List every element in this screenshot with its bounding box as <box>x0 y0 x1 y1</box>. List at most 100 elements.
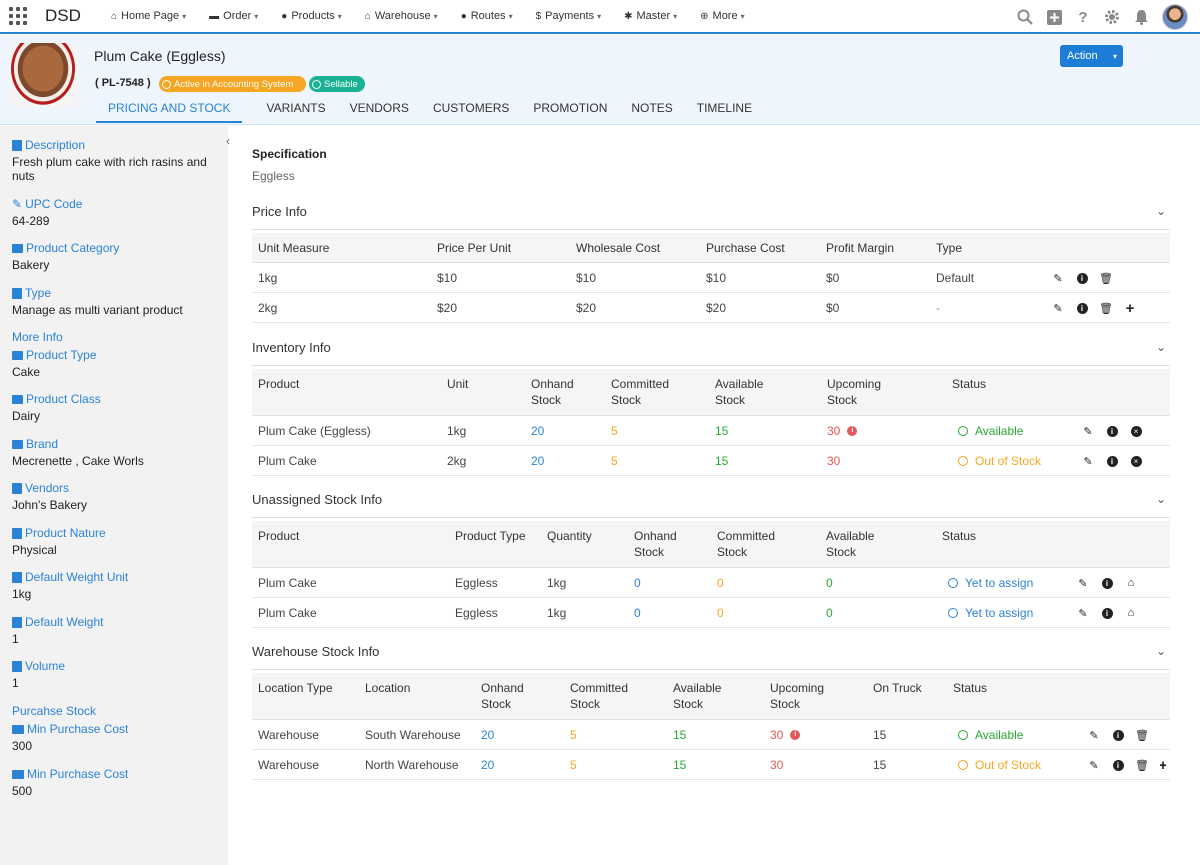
cell-available[interactable]: 15 <box>673 728 687 742</box>
add-square-icon[interactable] <box>1045 8 1063 26</box>
status-text: Yet to assign <box>965 606 1034 620</box>
cell-upcoming[interactable]: 30 i <box>827 423 858 439</box>
brand-logo[interactable]: DSD <box>45 6 81 25</box>
sidebar-label: Product Category <box>12 241 217 255</box>
edit-icon[interactable]: ✎ <box>1083 455 1093 468</box>
cell-committed[interactable]: 5 <box>570 728 577 742</box>
chevron-down-icon: ▾ <box>597 11 602 21</box>
help-icon[interactable]: ? <box>1078 8 1088 26</box>
cell-available[interactable]: 15 <box>673 758 687 772</box>
collapse-sidebar-icon[interactable]: ‹ <box>226 134 230 148</box>
nav-order[interactable]: ▬ Order ▾ <box>209 10 258 22</box>
remove-button[interactable]: × <box>1130 455 1142 467</box>
search-icon[interactable] <box>1016 8 1034 26</box>
add-icon[interactable]: + <box>1160 759 1166 771</box>
edit-icon[interactable]: ✎ <box>1089 759 1099 772</box>
home-icon[interactable]: ⌂ <box>1127 577 1135 589</box>
cell-onhand[interactable]: 0 <box>634 606 641 620</box>
cell-onhand[interactable]: 20 <box>531 454 545 468</box>
nav-home-page[interactable]: ⌂ Home Page ▾ <box>111 10 186 22</box>
tab-customers[interactable]: CUSTOMERS <box>432 101 510 115</box>
circle-icon <box>958 426 968 436</box>
chevron-down-icon[interactable]: ⌄ <box>1155 492 1166 506</box>
info-button[interactable]: i <box>1112 759 1124 771</box>
nav-more[interactable]: ⊕ More ▾ <box>700 10 744 22</box>
edit-icon[interactable]: ✎ <box>1078 607 1088 620</box>
info-button[interactable]: i <box>1076 272 1088 284</box>
tab-timeline[interactable]: TIMELINE <box>696 101 753 115</box>
trash-icon[interactable]: 🗑 <box>1135 729 1149 742</box>
warehouse-stock-heading[interactable]: Warehouse Stock Info ⌄ <box>252 644 1170 670</box>
cell-onhand[interactable]: 20 <box>481 728 495 742</box>
details-sidebar <box>0 126 228 865</box>
cell-committed[interactable]: 5 <box>611 454 618 468</box>
file-icon <box>12 139 22 151</box>
info-button[interactable]: i <box>1106 455 1118 467</box>
info-button[interactable]: i <box>1101 607 1113 619</box>
cell-type: Default <box>936 271 975 285</box>
cell-committed[interactable]: 0 <box>717 576 724 590</box>
nav-master[interactable]: ✱ Master ▾ <box>624 10 677 22</box>
info-button[interactable]: i <box>1106 425 1118 437</box>
cell-committed[interactable]: 5 <box>570 758 577 772</box>
user-avatar[interactable] <box>1162 4 1188 30</box>
cell-available[interactable]: 0 <box>826 606 833 620</box>
cell-available[interactable]: 15 <box>715 424 729 438</box>
cell-available[interactable]: 15 <box>715 454 729 468</box>
nav-products[interactable]: ● Products ▾ <box>281 10 341 22</box>
price-info-heading[interactable]: Price Info ⌄ <box>252 204 1170 230</box>
alert-info-icon[interactable]: i <box>790 730 801 740</box>
trash-icon[interactable]: 🗑 <box>1135 759 1149 772</box>
sidebar-value: 1 <box>12 676 19 690</box>
trash-icon[interactable]: 🗑 <box>1099 272 1113 285</box>
edit-icon[interactable]: ✎ <box>1078 577 1088 590</box>
trash-icon[interactable]: 🗑 <box>1099 302 1113 315</box>
info-button[interactable]: i <box>1112 729 1124 741</box>
nav-routes[interactable]: ● Routes ▾ <box>461 10 513 22</box>
cell-upcoming[interactable]: 30 i <box>770 727 801 743</box>
edit-icon[interactable]: ✎ <box>1083 425 1093 438</box>
row-actions: ✎ i 🗑 + <box>1052 299 1148 317</box>
apps-grid-icon[interactable] <box>9 7 27 25</box>
nav-payments[interactable]: $ Payments ▾ <box>536 10 602 22</box>
tab-notes[interactable]: NOTES <box>631 101 673 115</box>
cell-onhand[interactable]: 0 <box>634 576 641 590</box>
tab-vendors[interactable]: VENDORS <box>349 101 409 115</box>
gear-icon: ✱ <box>624 10 633 22</box>
nav-label: Products <box>291 10 335 22</box>
chevron-down-icon[interactable]: ⌄ <box>1155 644 1166 658</box>
cell-available[interactable]: 0 <box>826 576 833 590</box>
action-button[interactable]: Action ▾ <box>1060 45 1123 67</box>
cell-upcoming[interactable]: 30 <box>827 454 841 468</box>
cell-location: South Warehouse <box>365 728 461 742</box>
cell-committed[interactable]: 5 <box>611 424 618 438</box>
edit-icon[interactable]: ✎ <box>1089 729 1099 742</box>
tab-variants[interactable]: VARIANTS <box>266 101 326 115</box>
remove-button[interactable]: × <box>1130 425 1142 437</box>
cell-onhand[interactable]: 20 <box>531 424 545 438</box>
alert-info-icon[interactable]: i <box>847 426 858 436</box>
more-info-heading[interactable]: More Info <box>12 330 63 344</box>
inventory-info-heading[interactable]: Inventory Info ⌄ <box>252 340 1170 366</box>
cell-onhand[interactable]: 20 <box>481 758 495 772</box>
info-button[interactable]: i <box>1101 577 1113 589</box>
tab-promotion[interactable]: PROMOTION <box>533 101 608 115</box>
status-text: Available <box>975 424 1024 438</box>
unassigned-stock-heading[interactable]: Unassigned Stock Info ⌄ <box>252 492 1170 518</box>
home-icon: ⌂ <box>111 10 118 22</box>
bell-icon[interactable] <box>1132 8 1150 26</box>
settings-gear-icon[interactable] <box>1103 8 1121 26</box>
nav-warehouse[interactable]: ⌂ Warehouse ▾ <box>365 10 438 22</box>
home-icon[interactable]: ⌂ <box>1127 607 1135 619</box>
chevron-down-icon[interactable]: ⌄ <box>1155 340 1166 354</box>
info-button[interactable]: i <box>1076 302 1088 314</box>
column-header: Profit Margin <box>826 241 895 255</box>
purchase-stock-heading[interactable]: Purcahse Stock <box>12 704 97 718</box>
chevron-down-icon[interactable]: ⌄ <box>1155 204 1166 218</box>
cell-upcoming[interactable]: 30 <box>770 758 784 772</box>
cell-committed[interactable]: 0 <box>717 606 724 620</box>
edit-icon[interactable]: ✎ <box>1053 302 1063 315</box>
edit-icon[interactable]: ✎ <box>1053 272 1063 285</box>
tab-pricing-and-stock[interactable]: PRICING AND STOCK <box>96 97 243 123</box>
add-icon[interactable]: + <box>1125 299 1135 317</box>
